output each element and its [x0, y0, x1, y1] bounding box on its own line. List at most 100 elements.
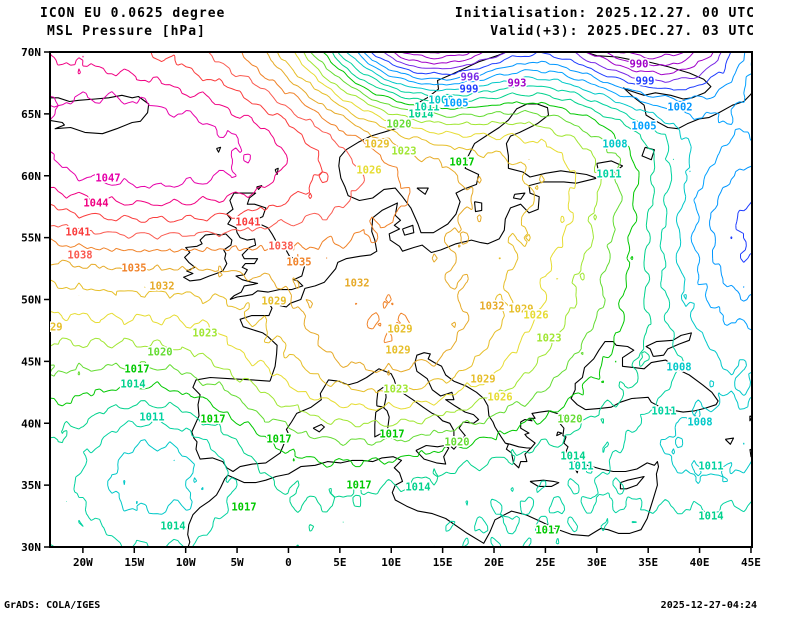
isobar-label: 1023	[192, 328, 217, 340]
coastline	[749, 415, 752, 422]
isobar-label: 1014	[698, 511, 723, 523]
isobar-label: 1029	[37, 322, 62, 334]
isobar-label: 1014	[120, 379, 145, 391]
isobar-1035	[50, 52, 411, 344]
lon-tick-label: 5W	[230, 556, 244, 569]
isobar-label: 996	[461, 72, 480, 84]
coastline	[239, 52, 598, 382]
coastline	[583, 52, 752, 130]
isobar-label: 1005	[443, 98, 468, 110]
coastline	[416, 187, 429, 195]
isobar-label: 1014	[160, 521, 185, 533]
isobar-label: 1026	[523, 310, 548, 322]
isobar-label: 1005	[631, 121, 656, 133]
isobar-label: 999	[460, 84, 479, 96]
coastline	[187, 410, 660, 547]
isobar-label: 1014	[405, 482, 430, 494]
isobar-label: 1026	[356, 165, 381, 177]
isobar-993	[393, 52, 714, 76]
coastline	[274, 167, 279, 176]
isobar-label: 1044	[83, 198, 108, 210]
isobar-label: 1029	[385, 345, 410, 357]
lat-tick-label: 40N	[21, 417, 41, 430]
isobar-label: 1026	[487, 392, 512, 404]
isobar-label: 1047	[95, 173, 120, 185]
coastline	[401, 224, 415, 236]
coastline	[312, 423, 325, 433]
lon-tick-label: 10E	[381, 556, 401, 569]
coastline	[183, 233, 233, 282]
model-title: ICON EU 0.0625 degree	[40, 6, 226, 21]
isobar-label: 1023	[391, 146, 416, 158]
lat-tick-label: 30N	[21, 541, 41, 554]
isobar-1005	[357, 52, 752, 331]
isobar-label: 1017	[266, 434, 291, 446]
isobar-label: 1017	[379, 429, 404, 441]
isobar-1026	[50, 52, 577, 411]
lon-tick-label: 15W	[124, 556, 144, 569]
lat-tick-label: 65N	[21, 108, 41, 121]
isobar-label: 1011	[596, 169, 621, 181]
axis-layer: 70N 65N 60N 55N 50N 45N 40N 35N 30N 20W 15W 10W 5W 0 5…	[21, 46, 761, 569]
isobar-label: 1020	[147, 347, 172, 359]
isobar-label: 1002	[667, 102, 692, 114]
isobar-label: 1017	[124, 364, 149, 376]
isobar-label: 990	[630, 59, 649, 71]
coastline	[216, 146, 222, 153]
lat-tick-label: 70N	[21, 46, 41, 59]
field-title: MSL Pressure [hPa]	[47, 24, 206, 39]
init-time-label: Initialisation: 2025.12.27. 00 UTC	[454, 6, 755, 21]
isobar-label: 1017	[346, 480, 371, 492]
lat-tick-label: 50N	[21, 294, 41, 307]
isobar-label: 1029	[364, 139, 389, 151]
lon-tick-label: 20W	[73, 556, 93, 569]
isobar-label: 1032	[149, 281, 174, 293]
isobar-label: 1011	[698, 461, 723, 473]
isobar-label: 1011	[651, 406, 676, 418]
isobar-label: 1032	[479, 301, 504, 313]
coastline	[226, 192, 306, 301]
isobar-label: 1029	[508, 304, 533, 316]
isobar-1032	[50, 52, 482, 376]
isobar-1041	[50, 52, 329, 223]
coastline	[641, 146, 655, 161]
coastline	[645, 332, 692, 357]
isobar-1002	[363, 52, 752, 302]
isobar-label: 1008	[428, 95, 453, 107]
isobar-label: 1017	[200, 414, 225, 426]
isobar-1038	[50, 52, 365, 240]
isobar-label: 1035	[286, 257, 311, 269]
isobar-label: 1029	[261, 296, 286, 308]
coastline	[191, 352, 532, 473]
lon-tick-label: 5E	[333, 556, 346, 569]
isobar-label: 1035	[121, 263, 146, 275]
lon-tick-label: 35E	[638, 556, 658, 569]
coastline	[415, 444, 450, 465]
isobar-1023	[50, 52, 603, 428]
coastline	[376, 385, 387, 408]
coastline	[512, 192, 526, 200]
isobar-1017	[50, 52, 640, 468]
isobar-label: 993	[508, 78, 527, 90]
coastline	[570, 341, 719, 413]
isobar-1044	[50, 53, 288, 207]
lon-tick-label: 20E	[484, 556, 504, 569]
isobar-label: 1032	[344, 278, 369, 290]
isobar-label: 1023	[383, 384, 408, 396]
isobar-label: 1011	[414, 102, 439, 114]
isobar-label: 1011	[139, 412, 164, 424]
isobar-label: 1041	[235, 217, 260, 229]
lon-tick-label: 10W	[176, 556, 196, 569]
lat-tick-label: 45N	[21, 355, 41, 368]
lon-tick-label: 15E	[433, 556, 453, 569]
lon-tick-label: 40E	[690, 556, 710, 569]
isobar-layer	[50, 52, 752, 547]
isobar-label: 999	[636, 76, 655, 88]
lon-tick-label: 30E	[587, 556, 607, 569]
lat-tick-label: 35N	[21, 479, 41, 492]
coastline	[556, 431, 563, 437]
lon-tick-label: 25E	[535, 556, 555, 569]
isobar-label: 1008	[687, 417, 712, 429]
